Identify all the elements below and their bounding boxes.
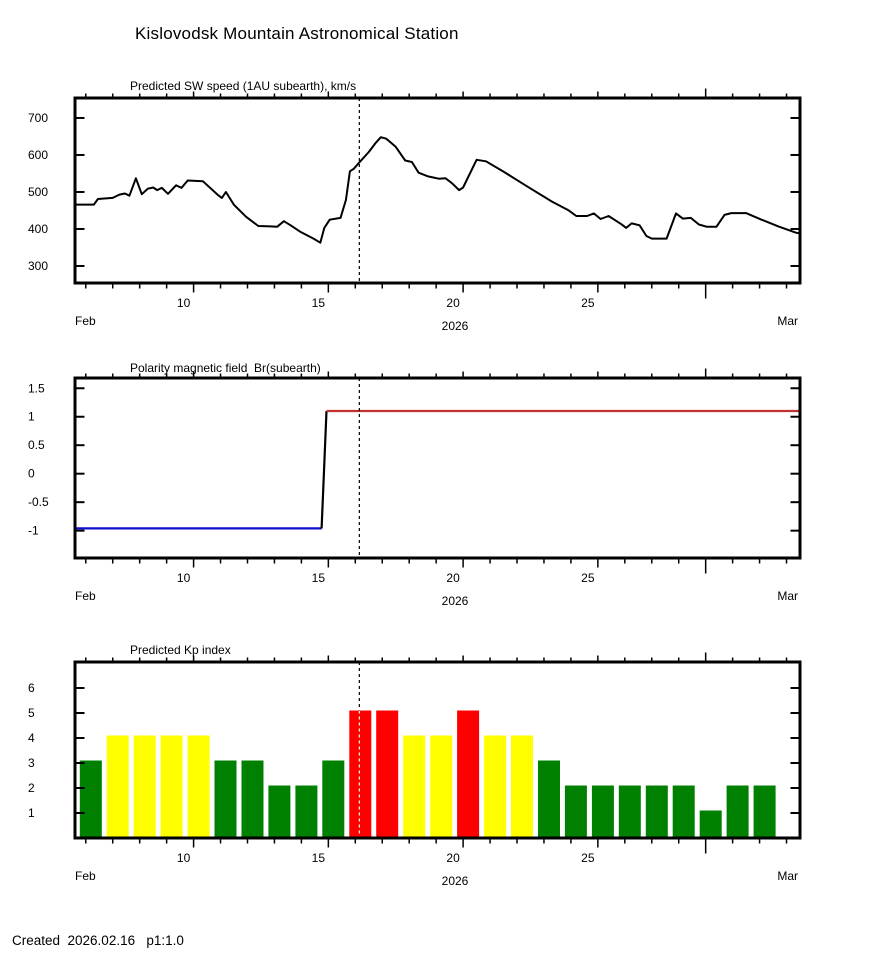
x-tick-label: 25 xyxy=(581,296,595,310)
kp-bar-feb-15 xyxy=(322,760,345,838)
y-tick-label: -0.5 xyxy=(28,495,49,509)
polarity-segment-transition xyxy=(320,410,328,529)
year-label: 2026 xyxy=(442,594,469,608)
kp-bar-mar-3 xyxy=(753,785,776,838)
y-tick-label: 300 xyxy=(28,259,48,273)
year-label: 2026 xyxy=(442,874,469,888)
kp-bar-feb-10 xyxy=(187,735,210,838)
sw-speed-line xyxy=(74,136,801,244)
x-tick-label: 15 xyxy=(312,571,326,585)
y-tick-label: 1 xyxy=(28,806,35,820)
y-tick-label: 5 xyxy=(28,706,35,720)
kp-bar-feb-18 xyxy=(403,735,426,838)
kp-bar-feb-19 xyxy=(430,735,453,838)
y-tick-label: 6 xyxy=(28,681,35,695)
kp-bar-feb-6 xyxy=(79,760,102,838)
kp-bar-mar-1 xyxy=(699,810,722,838)
kp-bar-feb-7 xyxy=(106,735,129,838)
x-tick-label: 20 xyxy=(446,571,460,585)
kp-bar-feb-22 xyxy=(511,735,533,838)
y-tick-label: 0.5 xyxy=(28,438,45,452)
plot-border xyxy=(73,376,802,560)
kp-bar-mar-2 xyxy=(726,785,749,838)
y-tick-label: 0 xyxy=(28,467,35,481)
y-tick-label: 1 xyxy=(28,410,35,424)
chart-title: Predicted SW speed (1AU subearth), km/s xyxy=(130,79,356,93)
y-tick-label: 3 xyxy=(28,756,35,770)
kp-bar-feb-13 xyxy=(268,785,291,838)
kp-bar-feb-26 xyxy=(618,785,641,838)
kp-bar-feb-24 xyxy=(564,785,587,838)
x-tick-label: 10 xyxy=(177,296,191,310)
y-tick-label: -1 xyxy=(28,524,39,538)
page-title: Kislovodsk Mountain Astronomical Station xyxy=(135,24,459,43)
month-label-mar: Mar xyxy=(777,314,798,328)
kp-bar-feb-27 xyxy=(645,785,668,838)
y-tick-label: 1.5 xyxy=(28,381,45,395)
month-label-feb: Feb xyxy=(75,869,96,883)
plot-border xyxy=(73,660,802,840)
kp-bar-feb-16 xyxy=(349,710,372,838)
kp-bar-feb-12 xyxy=(241,760,264,838)
kp-bar-feb-8 xyxy=(133,735,156,838)
kp-bar-feb-21 xyxy=(484,735,507,838)
month-label-mar: Mar xyxy=(777,589,798,603)
plot-border xyxy=(73,96,802,285)
created-timestamp: Created 2026.02.16 p1:1.0 xyxy=(12,933,184,948)
month-label-feb: Feb xyxy=(75,314,96,328)
x-tick-label: 10 xyxy=(177,571,191,585)
month-label-mar: Mar xyxy=(777,869,798,883)
y-tick-label: 600 xyxy=(28,148,48,162)
x-tick-label: 15 xyxy=(312,851,326,865)
kp-bar-feb-20 xyxy=(457,710,480,838)
kp-bar-feb-11 xyxy=(214,760,237,838)
kp-bar-feb-28 xyxy=(672,785,695,838)
x-tick-label: 25 xyxy=(581,851,595,865)
year-label: 2026 xyxy=(442,319,469,333)
kp-bar-feb-17 xyxy=(376,710,399,838)
kp-bar-feb-14 xyxy=(295,785,318,838)
x-tick-label: 25 xyxy=(581,571,595,585)
month-label-feb: Feb xyxy=(75,589,96,603)
forecast-charts: Predicted SW speed (1AU subearth), km/s 1… xyxy=(28,79,802,888)
y-tick-label: 500 xyxy=(28,185,48,199)
chart-title: Predicted Kp index xyxy=(130,643,231,657)
y-tick-label: 700 xyxy=(28,111,48,125)
chart-title: Polarity magnetic field Br(subearth) xyxy=(130,361,321,375)
x-tick-label: 15 xyxy=(312,296,326,310)
y-tick-label: 2 xyxy=(28,781,35,795)
y-tick-label: 400 xyxy=(28,222,48,236)
x-tick-label: 20 xyxy=(446,296,460,310)
kp-bar-feb-9 xyxy=(160,735,183,838)
x-tick-label: 20 xyxy=(446,851,460,865)
kp-bar-feb-25 xyxy=(591,785,614,838)
x-tick-label: 10 xyxy=(177,851,191,865)
kp-bar-feb-23 xyxy=(538,760,560,838)
y-tick-label: 4 xyxy=(28,731,35,745)
